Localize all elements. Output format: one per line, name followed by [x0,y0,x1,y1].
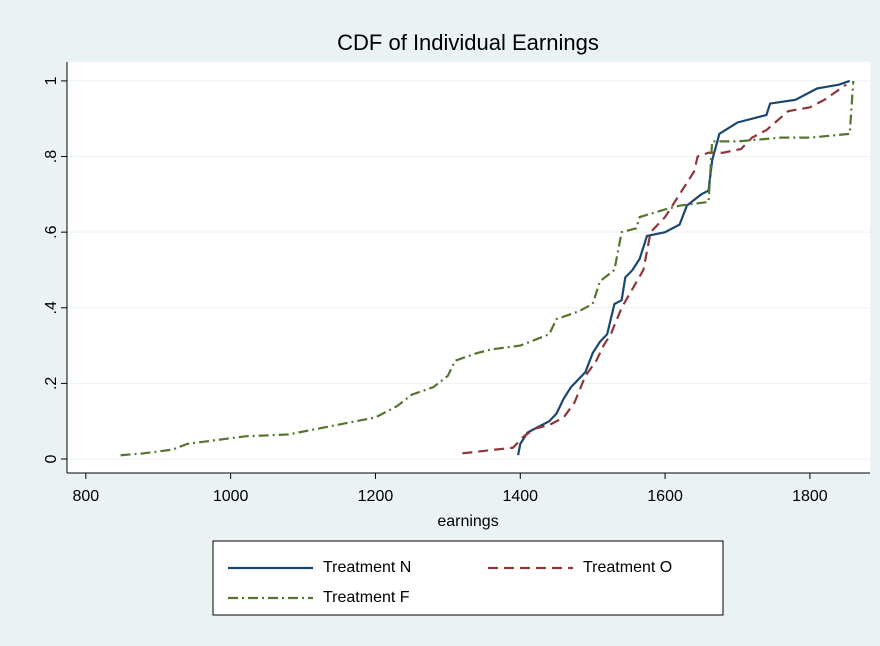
x-tick-label: 1600 [647,488,683,505]
x-tick-label: 1800 [792,488,828,505]
y-tick-label: .6 [43,225,60,238]
y-tick-label: 1 [43,76,60,85]
series-line [120,80,855,457]
y-tick-label: 0 [43,454,60,463]
x-tick-label: 1400 [502,488,538,505]
chart-title: CDF of Individual Earnings [337,30,599,55]
x-tick-label: 1000 [213,488,249,505]
series-line [517,79,851,456]
x-axis-label: earnings [437,513,498,530]
x-tick-label: 800 [72,488,99,505]
y-tick-label: .4 [43,301,60,314]
plot-area [67,62,870,473]
y-tick-label: .2 [43,377,60,390]
legend-label: Treatment N [323,559,411,576]
legend-label: Treatment O [583,559,672,576]
legend [212,540,724,616]
series-line [462,83,847,455]
legend-label: Treatment F [323,589,410,606]
y-tick-label: .8 [43,150,60,163]
x-tick-label: 1200 [358,488,394,505]
